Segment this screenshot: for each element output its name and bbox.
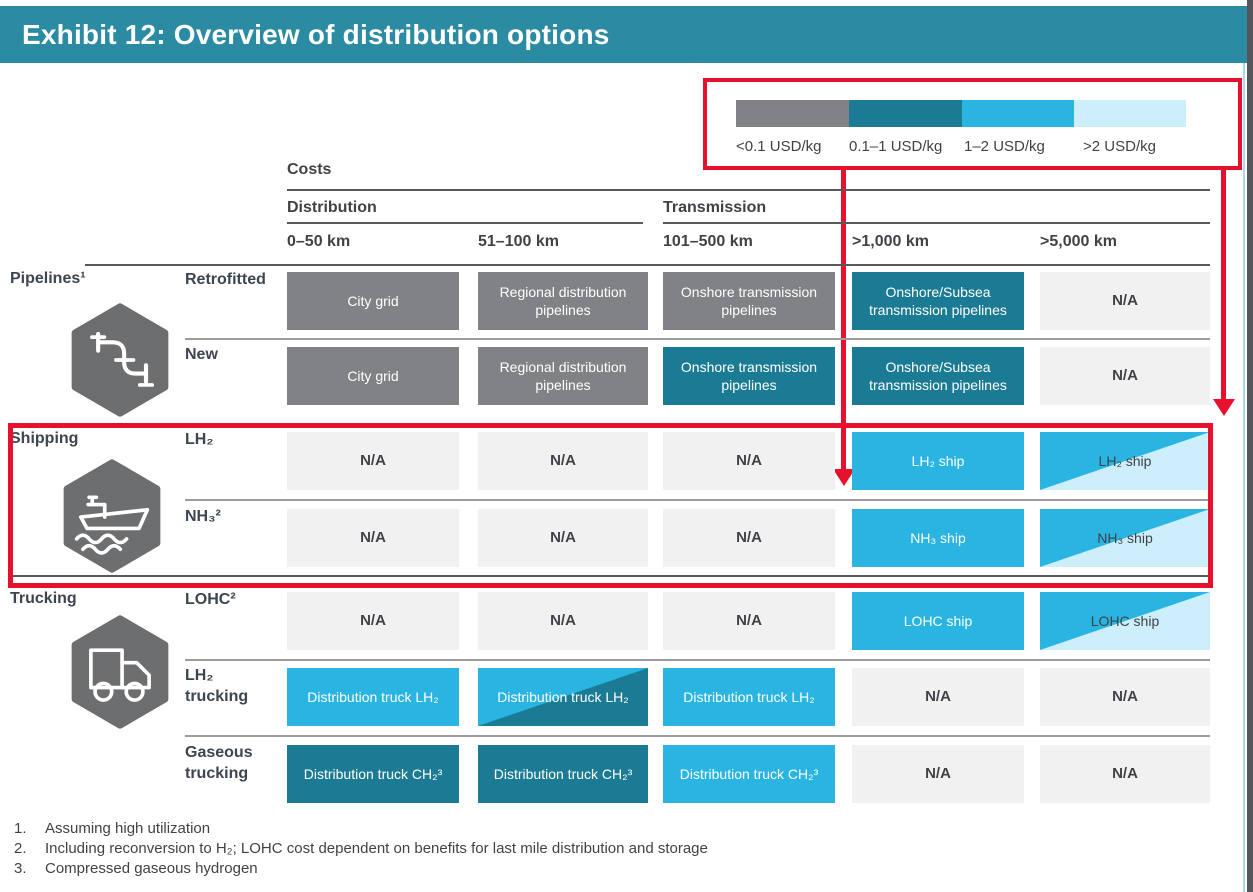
cost-cell: N/A [287,509,459,567]
footnote-number: 3. [14,860,27,877]
cost-cell: City grid [287,347,459,405]
cost-cell: LH₂ ship [1040,432,1210,490]
cost-cell: Distribution truck LH₂ [478,668,648,726]
row-label: NH₃² [185,508,221,525]
cost-cell: N/A [852,668,1024,726]
distribution-header: Distribution [287,199,377,216]
cost-cell: Distribution truck CH₂³ [478,745,648,803]
divider [185,499,1210,501]
legend-bar [736,100,1186,127]
group-label-shipping: Shipping [10,430,79,447]
exhibit-title-bar: Exhibit 12: Overview of distribution opt… [0,6,1247,63]
cost-cell: Distribution truck CH₂³ [287,745,459,803]
column-header: >5,000 km [1040,233,1117,250]
column-header: 51–100 km [478,233,559,250]
legend-label-3: 1–2 USD/kg [964,138,1045,155]
footnote-2: 2. Including reconversion to H₂; LOHC co… [14,840,708,857]
legend-arrow-line-1 [841,170,846,470]
cost-cell: N/A [478,509,648,567]
row-label: Gaseous trucking [185,744,253,782]
transmission-header: Transmission [663,199,767,216]
cost-cell: N/A [663,432,835,490]
footnote-text: Compressed gaseous hydrogen [45,860,258,877]
costs-rule [287,189,1210,191]
legend-swatch-1 [736,100,849,127]
cost-cell: N/A [478,592,648,650]
footnote-3: 3. Compressed gaseous hydrogen [14,860,708,877]
footnote-text: Assuming high utilization [45,820,211,837]
cost-cell: Onshore/Subsea transmission pipelines [852,347,1024,405]
cost-cell: LOHC ship [1040,592,1210,650]
column-header: >1,000 km [852,233,929,250]
cost-cell: Onshore transmission pipelines [663,347,835,405]
legend-arrow-line-2 [1221,170,1226,400]
row-label: LOHC² [185,591,236,608]
row-label: LH₂ trucking [185,667,249,705]
cost-cell: N/A [1040,668,1210,726]
cost-cell: City grid [287,272,459,330]
legend-arrowhead-1 [833,469,855,486]
group-label-trucking: Trucking [10,590,77,607]
divider-pipelines-top [85,264,1210,266]
cost-cell: NH₃ ship [852,509,1024,567]
divider [185,735,1210,737]
cost-cell: LH₂ ship [852,432,1024,490]
shipping-highlight-box [8,423,1213,588]
divider [185,659,1210,661]
footnote-number: 1. [14,820,27,837]
legend-swatch-3 [962,100,1074,127]
legend-arrowhead-2 [1213,399,1235,416]
cost-cell: Distribution truck LH₂ [663,668,835,726]
column-header: 0–50 km [287,233,351,250]
truck-icon [71,615,169,729]
costs-header: Costs [287,161,332,178]
cost-cell: N/A [1040,745,1210,803]
footnote-1: 1. Assuming high utilization [14,820,708,837]
legend-swatch-2 [849,100,962,127]
cost-cell: N/A [852,745,1024,803]
footnotes: 1. Assuming high utilization 2. Includin… [14,820,708,880]
cost-cell: NH₃ ship [1040,509,1210,567]
distribution-rule [287,222,643,224]
legend-label-2: 0.1–1 USD/kg [849,138,943,155]
legend-label-1: <0.1 USD/kg [736,138,822,155]
row-label: LH₂ [185,431,214,448]
column-header: 101–500 km [663,233,753,250]
cost-cell: N/A [663,592,835,650]
divider-trucking-top [8,575,1210,577]
cost-cell: N/A [1040,272,1210,330]
cost-cell: N/A [478,432,648,490]
cost-cell: N/A [287,592,459,650]
cost-cell: Distribution truck CH₂³ [663,745,835,803]
cost-cell: Onshore/Subsea transmission pipelines [852,272,1024,330]
pipeline-icon [71,303,169,417]
cost-cell: Onshore transmission pipelines [663,272,835,330]
row-label: Retrofitted [185,271,266,288]
transmission-rule [663,222,1210,224]
cost-cell: N/A [1040,347,1210,405]
cost-legend: <0.1 USD/kg 0.1–1 USD/kg 1–2 USD/kg >2 USD/… [703,78,1242,170]
divider [185,338,1210,340]
group-label-pipelines: Pipelines¹ [10,270,86,287]
page-title: Exhibit 12: Overview of distribution opt… [22,18,610,50]
legend-label-4: >2 USD/kg [1083,138,1156,155]
cost-cell: LOHC ship [852,592,1024,650]
cost-cell: Regional distribution pipelines [478,347,648,405]
cost-cell: N/A [287,432,459,490]
page-edge-strip [1247,0,1253,892]
cost-cell: Distribution truck LH₂ [287,668,459,726]
cost-cell: Regional distribution pipelines [478,272,648,330]
ship-icon [63,459,161,573]
legend-swatch-4 [1074,100,1186,127]
footnote-text: Including reconversion to H₂; LOHC cost … [45,840,708,857]
row-label: New [185,346,218,363]
cost-cell: N/A [663,509,835,567]
footnote-number: 2. [14,840,27,857]
page-edge-line [1243,63,1245,892]
